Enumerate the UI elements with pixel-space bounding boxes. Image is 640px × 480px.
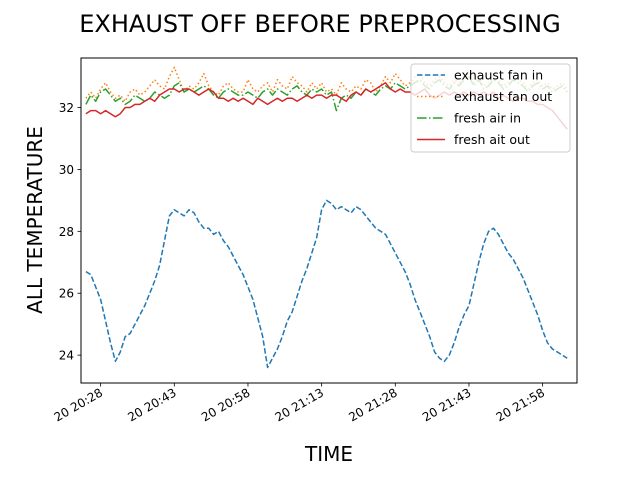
chart-title: EXHAUST OFF BEFORE PREPROCESSING	[79, 10, 560, 38]
y-axis: 24 26 28 30 32	[59, 101, 81, 363]
legend: exhaust fan in exhaust fan out fresh air i…	[410, 63, 571, 153]
series-line-0	[85, 199, 568, 369]
x-tick-label: 20 21:43	[420, 385, 473, 424]
y-tick-label: 32	[59, 101, 74, 115]
legend-label-3: fresh ait out	[454, 132, 530, 147]
x-tick-label: 20 21:58	[494, 385, 547, 424]
x-tick-label: 20 20:28	[52, 385, 105, 424]
x-tick-label: 20 20:43	[125, 385, 178, 424]
x-tick-label: 20 21:28	[346, 385, 399, 424]
y-tick-label: 30	[59, 163, 74, 177]
legend-label-2: fresh air in	[454, 111, 521, 126]
x-tick-label: 20 21:13	[273, 385, 326, 424]
y-tick-label: 28	[59, 225, 74, 239]
axes-frame	[80, 57, 578, 384]
legend-box	[410, 63, 571, 153]
x-axis: 20 20:28 20 20:43 20 20:58 20 21:13 20 21:28…	[52, 383, 547, 424]
y-tick-label: 24	[59, 349, 74, 363]
legend-label-0: exhaust fan in	[454, 68, 543, 83]
x-axis-label: TIME	[304, 442, 353, 466]
legend-label-1: exhaust fan out	[454, 89, 552, 104]
y-tick-label: 26	[59, 287, 74, 301]
y-axis-label: ALL TEMPERATURE	[23, 126, 47, 314]
x-tick-label: 20 20:58	[199, 385, 252, 424]
